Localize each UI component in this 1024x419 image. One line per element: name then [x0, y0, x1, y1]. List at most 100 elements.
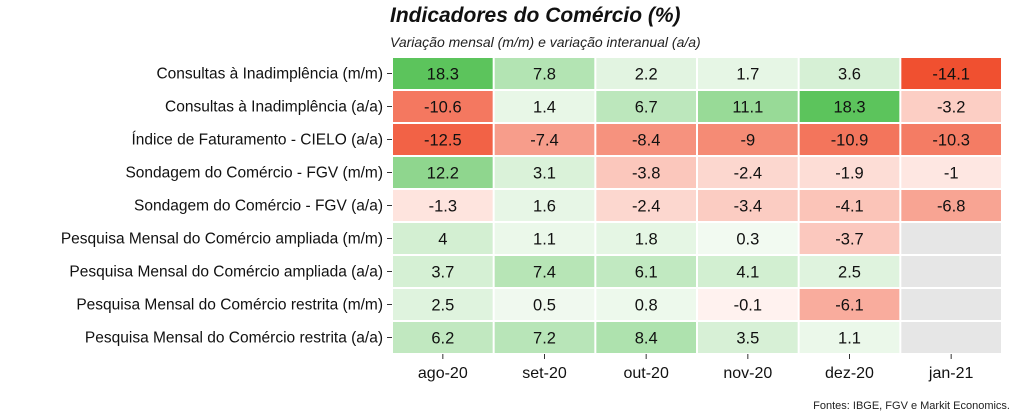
heatmap-cell: [494, 157, 595, 188]
cell-value-label: -2.4: [734, 165, 762, 183]
cell-value-label: 1.1: [533, 231, 556, 249]
heatmap-cell: [393, 322, 493, 353]
cell-value-label: -6.1: [835, 297, 863, 315]
cell-value-label: 6.2: [431, 330, 454, 348]
heatmap-cell: [901, 256, 1001, 287]
heatmap-cell: [494, 58, 595, 89]
cell-value-label: -3.7: [835, 231, 863, 249]
heatmap-cell: [596, 91, 696, 122]
cell-value-label: 4: [438, 231, 447, 249]
heatmap-cell: [393, 190, 493, 221]
cell-value-label: 2.5: [431, 297, 454, 315]
cell-value-label: -1.9: [835, 165, 863, 183]
heatmap-cell: [596, 289, 696, 320]
heatmap-cell: [393, 58, 493, 89]
cell-value-label: 0.8: [635, 297, 658, 315]
cell-value-label: 1.6: [533, 198, 556, 216]
heatmap-cell: [698, 124, 798, 155]
cell-value-label: 1.7: [736, 66, 759, 84]
cell-value-label: -12.5: [424, 132, 462, 150]
heatmap-cell: [799, 256, 900, 287]
cell-value-label: -3.2: [937, 99, 965, 117]
cell-value-label: -2.4: [632, 198, 660, 216]
column-label: set-20: [522, 365, 567, 382]
cell-value-label: 6.7: [635, 99, 658, 117]
heatmap-cell: [494, 256, 595, 287]
heatmap-cell: [698, 289, 798, 320]
cell-value-label: 7.4: [533, 264, 556, 282]
heatmap-cell: [799, 223, 900, 254]
chart-subtitle: Variação mensal (m/m) e variação interan…: [390, 34, 701, 50]
cell-value-label: -3.8: [632, 165, 660, 183]
heatmap-cell: [698, 157, 798, 188]
axes: [387, 73, 952, 359]
row-label: Pesquisa Mensal do Comércio ampliada (m/…: [61, 231, 383, 248]
cell-value-label: 12.2: [427, 165, 459, 183]
heatmap-cell: [596, 157, 696, 188]
heatmap-cell: [901, 58, 1001, 89]
cell-value-label: -10.9: [831, 132, 869, 150]
heatmap-cell: [393, 223, 493, 254]
cell-value-label: 1.4: [533, 99, 556, 117]
cell-value-label: 11.1: [732, 99, 763, 117]
row-label: Pesquisa Mensal do Comércio restrita (a/…: [85, 330, 383, 347]
cell-value-label: -10.6: [424, 99, 462, 117]
heatmap-cell: [698, 58, 798, 89]
heatmap-cell: [494, 124, 595, 155]
heatmap-cell: [901, 190, 1001, 221]
row-label: Consultas à Inadimplência (a/a): [165, 99, 383, 116]
cell-value-label: 1.8: [635, 231, 658, 249]
heatmap-cells: 18.3 7.8 2.2 1.7 3.6 -14.1-10.6 1.4 6.7 11.1 18.3…: [393, 58, 1001, 353]
heatmap-cell: [393, 289, 493, 320]
row-label: Índice de Faturamento - CIELO (a/a): [131, 132, 383, 149]
cell-value-label: 18.3: [427, 66, 459, 84]
cell-value-label: 2.2: [635, 66, 658, 84]
heatmap-cell: [698, 223, 798, 254]
column-label: dez-20: [825, 365, 874, 382]
cell-value-label: -9: [740, 132, 755, 150]
cell-value-label: -1.3: [429, 198, 457, 216]
heatmap-cell: [393, 157, 493, 188]
source-note: Fontes: IBGE, FGV e Markit Economics.: [813, 400, 1010, 412]
heatmap-cell: [799, 91, 900, 122]
heatmap-cell: [901, 223, 1001, 254]
heatmap-cell: [393, 124, 493, 155]
cell-value-label: 7.2: [533, 330, 556, 348]
row-label: Sondagem do Comércio - FGV (a/a): [134, 198, 383, 215]
heatmap-cell: [596, 58, 696, 89]
cell-value-label: -0.1: [734, 297, 762, 315]
cell-value-label: -1: [944, 165, 959, 183]
heatmap-cell: [393, 256, 493, 287]
cell-value-label: 3.7: [431, 264, 454, 282]
cell-value-label: -4.1: [835, 198, 863, 216]
column-label: jan-21: [928, 365, 974, 382]
heatmap-cell: [494, 223, 595, 254]
cell-value-label: -10.3: [932, 132, 970, 150]
heatmap-cell: [799, 124, 900, 155]
cell-value-label: -7.4: [530, 132, 558, 150]
heatmap-cell: [698, 190, 798, 221]
heatmap-cell: [393, 91, 493, 122]
heatmap-cell: [698, 322, 798, 353]
heatmap-cell: [596, 124, 696, 155]
cell-value-label: 4.1: [736, 264, 759, 282]
chart-title: Indicadores do Comércio (%): [390, 4, 681, 27]
heatmap-cell: [901, 157, 1001, 188]
heatmap-cell: [901, 289, 1001, 320]
heatmap-cell: [799, 289, 900, 320]
heatmap-cell: [494, 91, 595, 122]
cell-value-label: 6.1: [635, 264, 658, 282]
column-label: nov-20: [723, 365, 772, 382]
cell-value-label: 7.8: [533, 66, 556, 84]
heatmap-cell: [596, 256, 696, 287]
heatmap-cell: [799, 157, 900, 188]
heatmap-cell: [494, 322, 595, 353]
heatmap-cell: [901, 91, 1001, 122]
heatmap-cell: [596, 223, 696, 254]
cell-value-label: 0.5: [533, 297, 556, 315]
heatmap-cell: [494, 289, 595, 320]
heatmap-cell: [698, 256, 798, 287]
column-label: out-20: [623, 365, 668, 382]
heatmap-cell: [698, 91, 798, 122]
